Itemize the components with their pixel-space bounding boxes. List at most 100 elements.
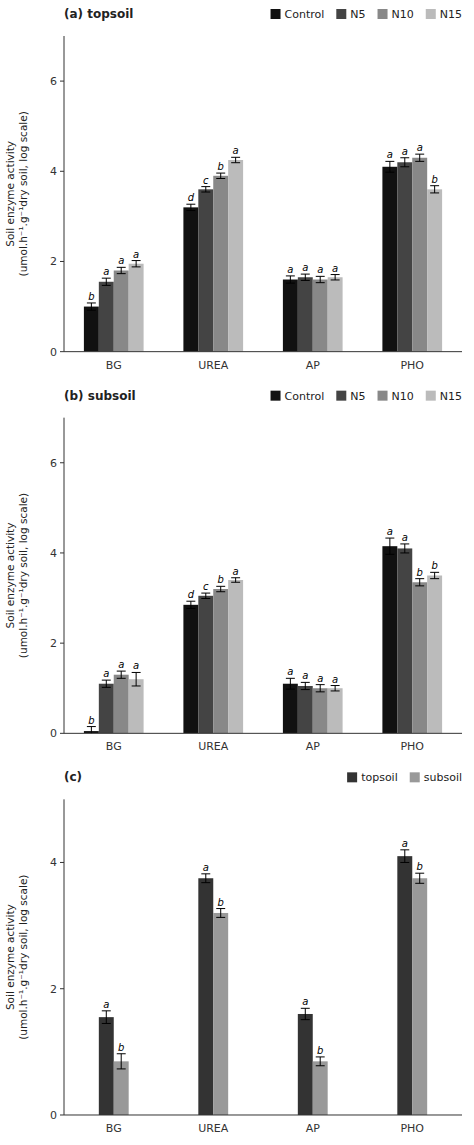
sig-label: a (118, 255, 124, 266)
error-bar (186, 601, 195, 608)
bar (213, 176, 228, 352)
error-bar (186, 204, 195, 210)
sig-label: b (88, 291, 94, 302)
bar (397, 856, 412, 1115)
sig-label: a (287, 264, 293, 275)
legend: ControlN5N10N15 (271, 8, 462, 21)
bar (328, 277, 343, 351)
y-axis-label-line: Soil enzyme activity (4, 141, 16, 247)
bar (412, 878, 427, 1115)
error-bar (231, 157, 240, 162)
y-tick (60, 733, 64, 734)
bar (114, 270, 129, 351)
error-bar (385, 161, 394, 172)
y-tick-label: 6 (50, 457, 57, 470)
sig-label: a (402, 532, 408, 543)
sig-label: b (417, 567, 423, 578)
legend-swatch (410, 772, 420, 782)
sig-label: d (188, 192, 195, 203)
y-tick-label: 0 (50, 346, 57, 359)
y-tick (60, 261, 64, 262)
error-bar (316, 1057, 325, 1066)
panel: bdaaacaaabaaaaab0246BGUREAAPPHOSoil enzy… (4, 7, 462, 372)
y-tick-label: 2 (50, 983, 57, 996)
bar (99, 282, 114, 352)
x-tick-label: AP (306, 1122, 321, 1135)
y-tick (60, 81, 64, 82)
y-axis-line (64, 418, 65, 734)
error-bar (87, 727, 96, 734)
y-axis-label-line: (umol.h⁻¹.g⁻¹dry soil, log scale) (17, 875, 29, 1040)
sig-label: c (203, 175, 209, 186)
bar (129, 264, 144, 352)
y-axis-label: Soil enzyme activity(umol.h⁻¹.g⁻¹dry soi… (4, 111, 29, 276)
bar (427, 189, 442, 351)
bar (283, 684, 298, 734)
sig-label: b (218, 897, 224, 908)
bar (427, 576, 442, 734)
x-tick-label: BG (106, 1122, 122, 1135)
error-bar (286, 276, 295, 283)
figure: bdaaacaaabaaaaab0246BGUREAAPPHOSoil enzy… (0, 0, 474, 1145)
bar (228, 160, 243, 352)
y-axis-line (64, 799, 65, 1115)
error-bar (102, 680, 111, 687)
y-tick (60, 643, 64, 644)
bar (328, 688, 343, 733)
bar (228, 580, 243, 733)
error-bar (231, 578, 240, 583)
bar (84, 307, 99, 352)
sig-label: b (218, 161, 224, 172)
x-tick-label: PHO (400, 1122, 424, 1135)
legend-label: N5 (350, 8, 365, 21)
bar (213, 913, 228, 1115)
y-tick (60, 862, 64, 863)
y-tick-label: 0 (50, 727, 57, 740)
marks (99, 850, 427, 1115)
bar (213, 589, 228, 733)
legend-swatch (426, 391, 436, 401)
legend-label: N15 (440, 390, 462, 403)
x-tick-label: UREA (198, 740, 229, 753)
bar (313, 688, 328, 733)
panel: bdaaacaaababaaab0246BGUREAAPPHOSoil enzy… (4, 389, 462, 754)
y-axis-label-line: Soil enzyme activity (4, 523, 16, 629)
bar (183, 207, 198, 351)
legend-label: N10 (392, 390, 414, 403)
legend-swatch (426, 9, 436, 19)
background (0, 0, 474, 1145)
baseline (64, 733, 462, 734)
sig-label: a (302, 996, 308, 1007)
sig-label: b (88, 715, 94, 726)
error-bar (301, 682, 310, 689)
y-tick (60, 1115, 64, 1116)
sig-label: a (317, 673, 323, 684)
sig-label: b (317, 1045, 323, 1056)
bar (99, 1017, 114, 1115)
sig-label: a (332, 263, 338, 274)
sig-label: a (402, 146, 408, 157)
y-tick-label: 4 (50, 856, 57, 869)
bar (99, 684, 114, 734)
baseline (64, 351, 462, 352)
sig-label: b (431, 560, 437, 571)
x-tick-label: BG (106, 740, 122, 753)
error-bar (415, 873, 424, 883)
y-axis-line (64, 36, 65, 352)
sig-label: a (118, 659, 124, 670)
y-tick-label: 4 (50, 547, 57, 560)
y-tick (60, 462, 64, 463)
legend-label: N5 (350, 390, 365, 403)
y-tick (60, 552, 64, 553)
sig-label: a (332, 674, 338, 685)
error-bar (430, 572, 439, 578)
bar (412, 582, 427, 733)
x-tick-label: PHO (400, 359, 424, 372)
error-bar (216, 586, 225, 591)
legend-label: N15 (440, 8, 462, 21)
sig-label: a (133, 249, 139, 260)
error-bar (385, 538, 394, 554)
error-bar (316, 276, 325, 282)
sig-label: b (417, 861, 423, 872)
legend: ControlN5N10N15 (271, 390, 462, 403)
